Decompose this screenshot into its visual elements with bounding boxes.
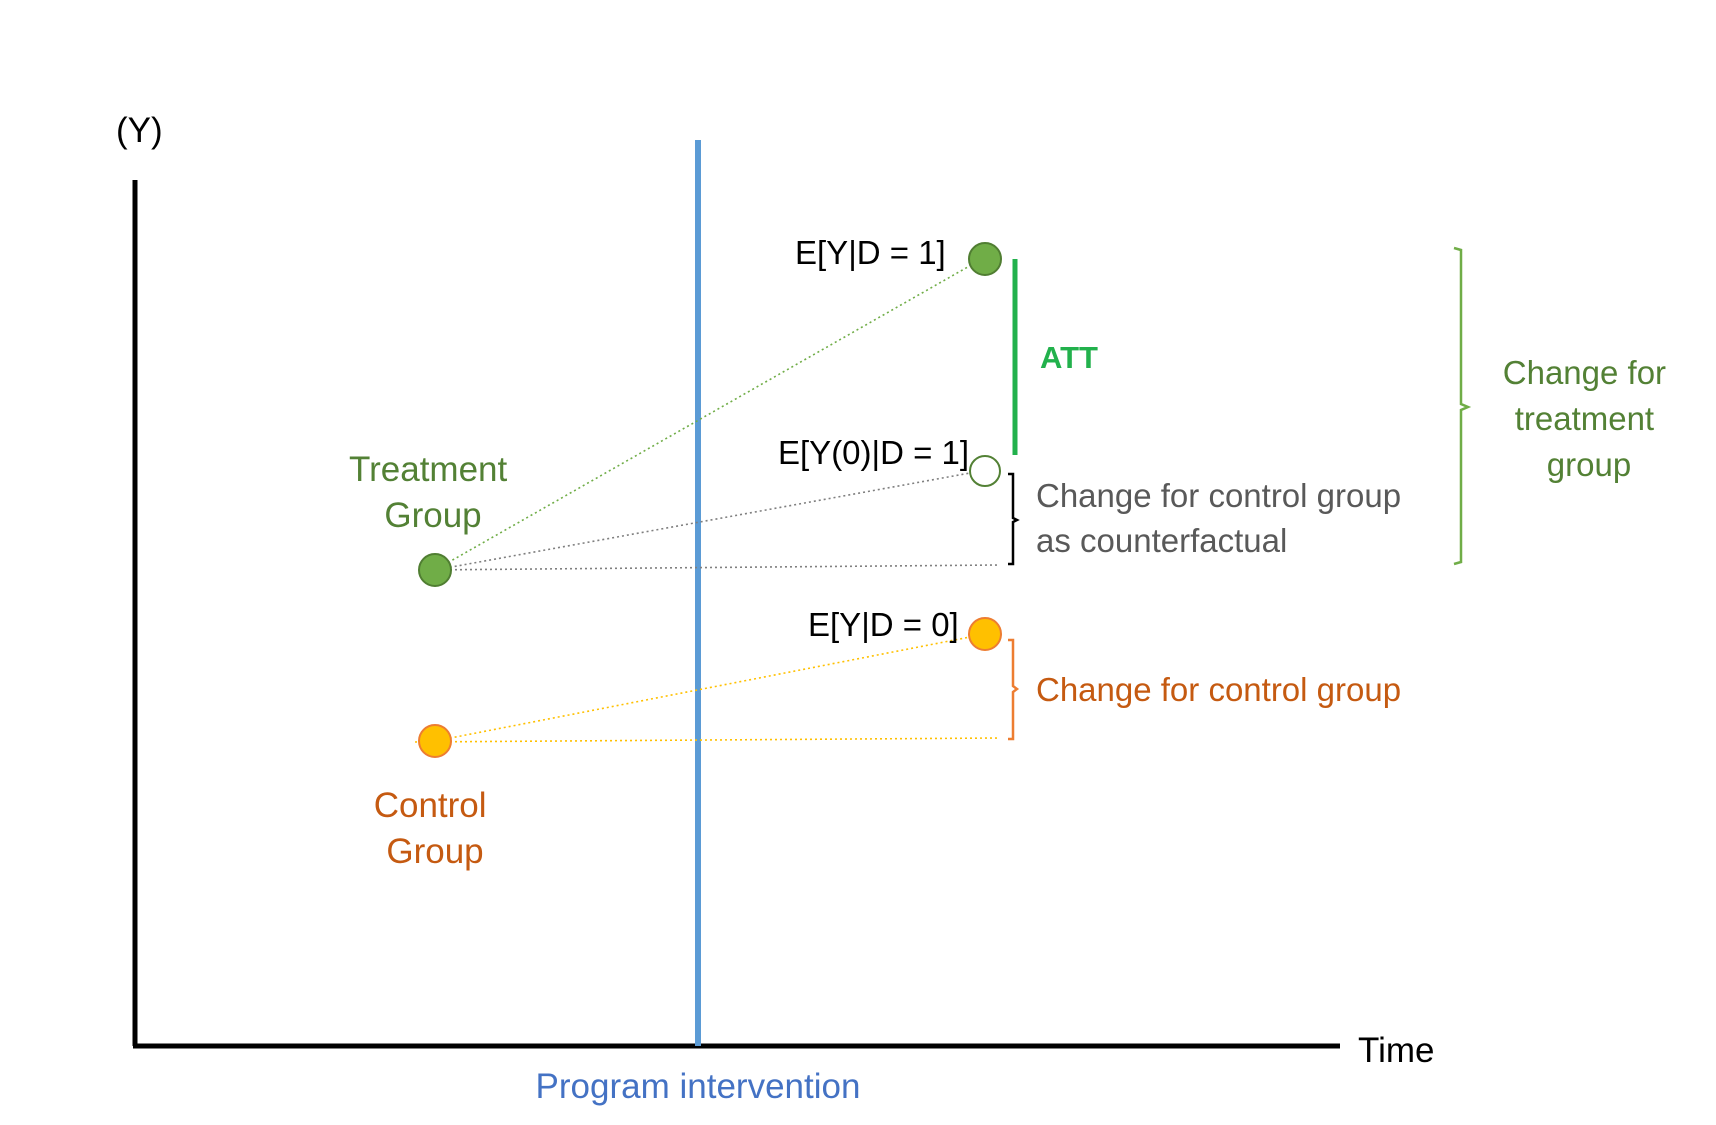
counterfactual-label: E[Y(0)|D = 1] xyxy=(778,434,969,471)
att-label: ATT xyxy=(1040,340,1098,375)
control-baseline-line xyxy=(414,737,1001,743)
treatment-trend-line xyxy=(434,259,981,571)
treatment-change-bracket xyxy=(1453,246,1472,566)
control-group-label-line1: Control xyxy=(374,786,487,825)
control-change-label: Change for control group xyxy=(1036,671,1401,708)
treated-post-label: E[Y|D = 1] xyxy=(795,234,946,271)
treatment-change-line1: Change for xyxy=(1503,354,1666,391)
counterfactual-change-line2: as counterfactual xyxy=(1036,522,1287,559)
treatment-group-label-line2: Group xyxy=(384,496,481,535)
treatment-post-dot xyxy=(968,242,1002,276)
treatment-group-label: Treatment Group xyxy=(349,450,517,535)
counterfactual-change-line1: Change for control group xyxy=(1036,477,1401,514)
control-trend-line xyxy=(434,636,971,742)
treatment-pre-dot xyxy=(418,553,452,587)
control-pre-dot xyxy=(418,724,452,758)
treatment-baseline-line xyxy=(419,564,1001,571)
treatment-change-line3: group xyxy=(1547,446,1631,483)
trend-lines xyxy=(414,259,1001,743)
treatment-group-label-line1: Treatment xyxy=(349,450,507,489)
counterfactual-bracket xyxy=(1008,472,1020,566)
intervention-label: Program intervention xyxy=(536,1067,861,1106)
axes: (Y) Time xyxy=(116,111,1434,1070)
control-group-label-line2: Group xyxy=(386,832,483,871)
control-post-dot xyxy=(968,617,1002,651)
treatment-change-line2: treatment xyxy=(1515,400,1654,437)
treatment-change-label: Change for treatment group xyxy=(1503,354,1675,483)
counterfactual-dot xyxy=(969,455,1001,487)
x-axis-label: Time xyxy=(1358,1031,1434,1070)
counterfactual-change-label: Change for control group as counterfactu… xyxy=(1036,477,1410,559)
counterfactual-trend-line xyxy=(434,472,971,571)
control-post-label: E[Y|D = 0] xyxy=(808,606,959,643)
control-change-bracket xyxy=(1008,638,1020,741)
y-axis-label: (Y) xyxy=(116,111,163,150)
control-group-label: Control Group xyxy=(374,786,497,871)
